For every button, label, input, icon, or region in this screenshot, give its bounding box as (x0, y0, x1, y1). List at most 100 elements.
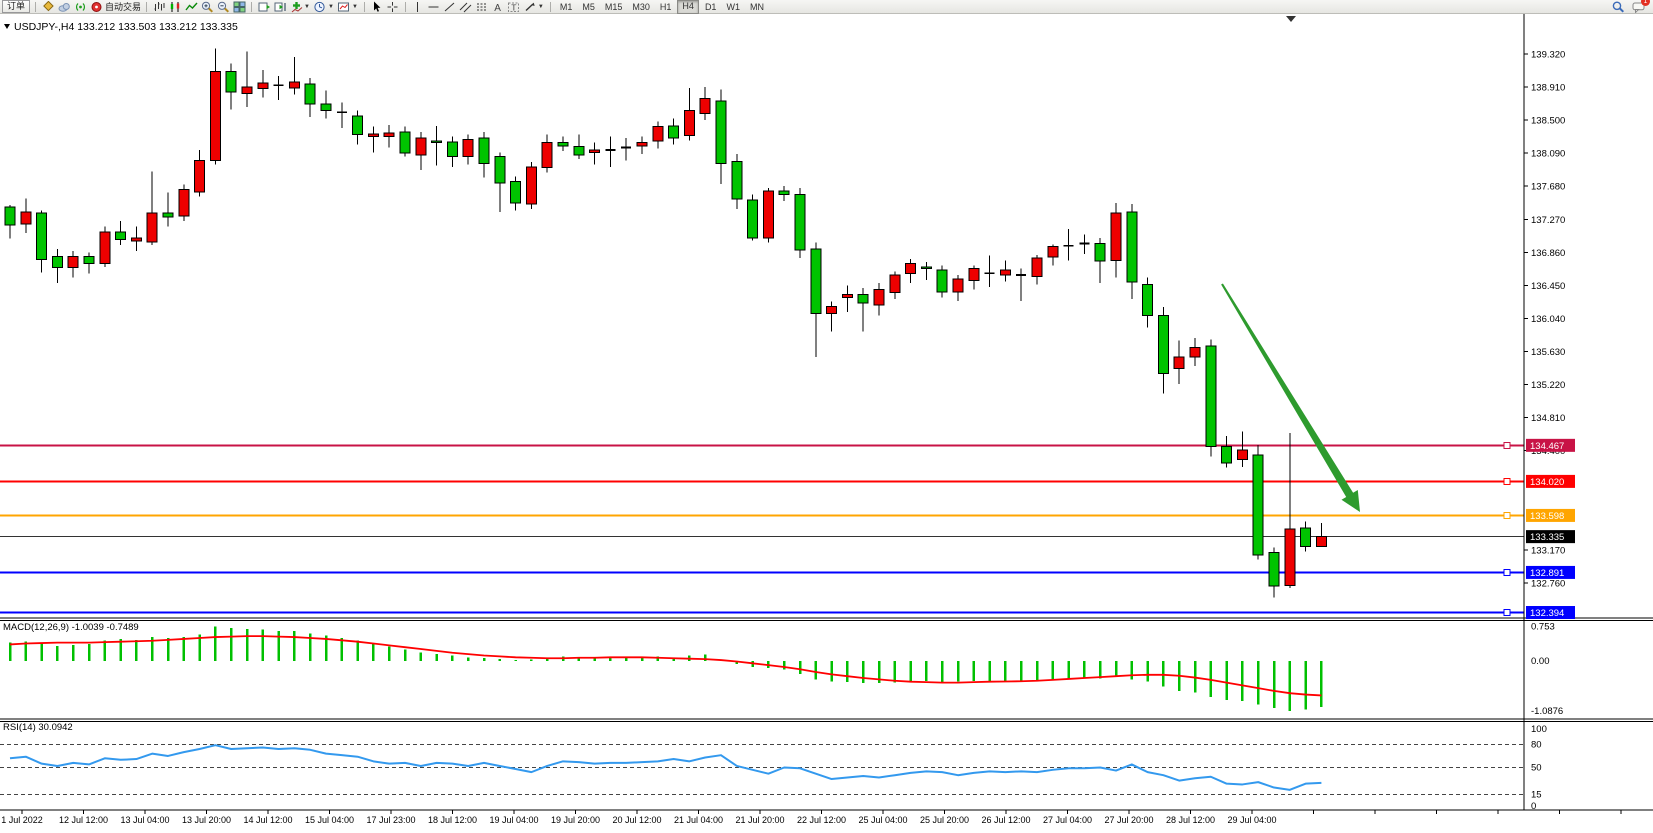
toolbar-separator (549, 1, 551, 12)
time-tick-label: 1 Jul 2022 (1, 815, 43, 825)
price-line-133.598[interactable] (0, 511, 1524, 519)
fibonacci-icon[interactable] (475, 1, 489, 13)
time-tick-label: 29 Jul 04:00 (1227, 815, 1276, 825)
time-tick-label: 14 Jul 12:00 (243, 815, 292, 825)
templates-icon[interactable] (337, 1, 351, 13)
price-line-134.467[interactable] (0, 441, 1524, 449)
time-tick-label: 20 Jul 12:00 (612, 815, 661, 825)
channel-icon[interactable] (459, 1, 473, 13)
zoom-out-icon[interactable] (216, 1, 230, 13)
price-tick-label: 138.910 (1531, 83, 1565, 94)
timeframe-button-h4[interactable]: H4 (677, 0, 699, 14)
time-axis[interactable]: 1 Jul 2022 12 Jul 12:00 13 Jul 04:00 13 Jul… (1, 810, 1622, 825)
timeframe-button-m5[interactable]: M5 (582, 1, 595, 12)
chart-line-icon[interactable] (184, 1, 198, 13)
vline-icon[interactable] (411, 1, 425, 13)
time-tick-label: 15 Jul 04:00 (305, 815, 354, 825)
toolbar-separator (35, 1, 37, 12)
macd-signal-line (9, 635, 1322, 697)
search-icon[interactable] (1611, 1, 1625, 13)
price-line-badge-133.598: 133.598 (1526, 508, 1575, 522)
price-axis[interactable]: 139.320 138.910 138.500 138.090 137.680 137.2… (1524, 50, 1565, 590)
toolbar-separator (404, 1, 406, 12)
auto-scroll-icon[interactable] (257, 1, 271, 13)
time-tick-label: 25 Jul 20:00 (920, 815, 969, 825)
price-line-badge-132.891: 132.891 (1526, 565, 1575, 579)
time-tick-label: 27 Jul 04:00 (1043, 815, 1092, 825)
autotrade-button[interactable]: 自动交易 (89, 0, 141, 13)
chart-candles-icon[interactable] (168, 1, 182, 13)
label-icon[interactable]: T (507, 1, 521, 13)
dropdown-arrow-icon[interactable]: ▼ (327, 3, 334, 10)
timeframe-button-m1[interactable]: M1 (559, 1, 573, 12)
chart-area[interactable]: 139.320 138.910 138.500 138.090 137.680 137.2… (0, 14, 1653, 828)
price-tick-label: 137.270 (1531, 215, 1565, 226)
rsi-tick-label: 0 (1531, 801, 1536, 812)
toolbar-separator (146, 1, 148, 12)
indicators-icon[interactable] (289, 1, 303, 13)
hline-icon[interactable] (427, 1, 441, 13)
chart-title: USDJPY-,H4 133.212 133.503 133.212 133.3… (4, 21, 238, 33)
new-order-button[interactable]: 订单 (2, 0, 31, 13)
price-tick-label: 136.040 (1531, 314, 1565, 325)
arrows-icon[interactable] (523, 1, 537, 13)
timeframe-button-m30[interactable]: M30 (632, 1, 650, 12)
zoom-in-icon[interactable] (200, 1, 214, 13)
timeframe-button-m15[interactable]: M15 (604, 1, 623, 12)
candlesticks (4, 48, 1327, 598)
macd-tick-label: -1.0876 (1531, 706, 1563, 717)
dropdown-arrow-icon[interactable]: ▼ (351, 3, 358, 10)
crosshair-icon[interactable] (386, 1, 400, 13)
rsi-tick-label: 15 (1531, 789, 1542, 800)
toolbar: 订单 自动交易 ▼ ▼ ▼ A T ▼ M1 M5 M15 M30 H1 H4 D1 W1 MN 1 (0, 0, 1653, 14)
price-tick-label: 136.860 (1531, 248, 1565, 259)
dropdown-arrow-icon[interactable]: ▼ (537, 3, 544, 10)
price-line-132.891[interactable] (0, 568, 1524, 576)
timeframe-button-d1[interactable]: D1 (704, 1, 717, 12)
dropdown-arrow-icon[interactable]: ▼ (304, 3, 310, 10)
trend-arrow[interactable] (1221, 283, 1360, 513)
cloud-icon[interactable] (57, 1, 71, 13)
price-tick-label: 138.090 (1531, 149, 1565, 160)
price-line-badge-132.394: 132.394 (1526, 606, 1575, 620)
cursor-icon[interactable] (370, 1, 384, 13)
periods-icon[interactable] (313, 1, 327, 13)
chat-icon[interactable]: 1 (1631, 0, 1650, 13)
symbols-icon[interactable] (41, 0, 55, 13)
toolbar-separator (251, 1, 253, 12)
time-tick-label: 21 Jul 04:00 (674, 815, 723, 825)
price-tick-label: 135.630 (1531, 347, 1565, 358)
svg-text:A: A (495, 2, 502, 12)
price-line-134.020[interactable] (0, 477, 1524, 485)
svg-text:T: T (512, 2, 517, 12)
time-tick-label: 22 Jul 12:00 (797, 815, 846, 825)
pane-borders (0, 14, 1653, 811)
timeframe-button-mn[interactable]: MN (749, 1, 764, 12)
svg-text:132.891: 132.891 (1530, 568, 1564, 579)
timeframe-button-h1[interactable]: H1 (659, 1, 672, 12)
svg-text:132.394: 132.394 (1530, 608, 1564, 619)
svg-text:134.467: 134.467 (1530, 441, 1564, 452)
rsi-label: RSI(14) 30.0942 (3, 722, 73, 733)
time-tick-label: 21 Jul 20:00 (735, 815, 784, 825)
price-tick-label: 135.220 (1531, 380, 1565, 391)
time-tick-label: 26 Jul 12:00 (981, 815, 1030, 825)
price-line-132.394[interactable] (0, 609, 1524, 617)
trendline-icon[interactable] (443, 1, 457, 13)
time-tick-label: 28 Jul 12:00 (1166, 815, 1215, 825)
price-tick-label: 132.760 (1531, 578, 1565, 589)
chart-shift-icon[interactable] (273, 1, 287, 13)
time-tick-label: 13 Jul 20:00 (182, 815, 231, 825)
svg-text:134.020: 134.020 (1530, 477, 1564, 488)
text-icon[interactable]: A (491, 1, 505, 12)
chart-shift-marker-icon[interactable] (1286, 16, 1296, 22)
tile-windows-icon[interactable] (232, 1, 246, 13)
timeframe-button-w1[interactable]: W1 (726, 1, 740, 12)
time-tick-label: 18 Jul 12:00 (428, 815, 477, 825)
chart-bars-icon[interactable] (152, 1, 166, 13)
signal-icon[interactable] (73, 1, 87, 13)
rsi-tick-label: 80 (1531, 739, 1542, 750)
macd-label: MACD(12,26,9) -1.0039 -0.7489 (3, 622, 139, 633)
time-tick-label: 17 Jul 23:00 (366, 815, 415, 825)
rsi-line (9, 744, 1322, 791)
